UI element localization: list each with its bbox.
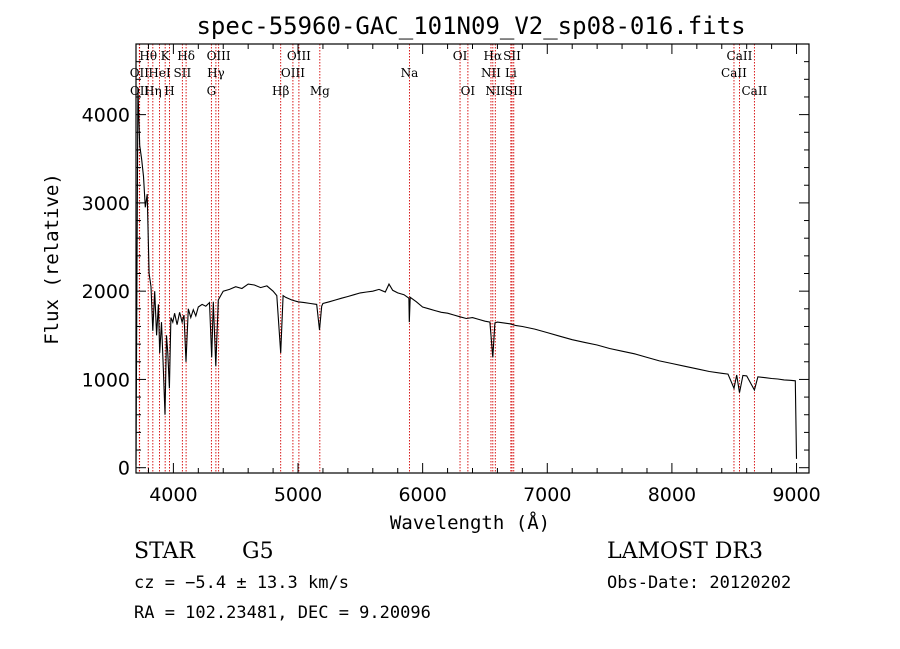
line-label-25: CaII (721, 66, 747, 80)
redshift-velocity: cz = −5.4 ± 13.3 km/s (134, 573, 349, 593)
line-label-13: OIII (281, 66, 305, 80)
line-label-17: OI (453, 49, 468, 63)
y-tick-label: 1000 (82, 369, 130, 391)
x-axis-label: Wavelength (Å) (390, 511, 550, 534)
axis-ticks: 4000 5000 6000 7000 8000 9000 0 1000 2000 3000 400… (82, 44, 821, 506)
x-tick-label: 8000 (648, 484, 696, 506)
x-tick-label: 6000 (398, 484, 446, 506)
line-label-6: H (164, 84, 174, 98)
line-label-20: Hα (484, 49, 503, 63)
spectral-line-labels: OIIOIIHθHηHeIKHSIIHδGOIIIHγHβOIIIOIIIMgN… (130, 49, 768, 98)
line-label-22: Li (505, 66, 517, 80)
line-label-9: G (207, 84, 217, 98)
y-tick-label: 2000 (82, 281, 130, 303)
y-tick-label: 3000 (82, 193, 130, 215)
chart-title: spec-55960-GAC_101N09_V2_sp08-016.fits (196, 12, 745, 40)
line-label-3: Hη (144, 84, 162, 98)
line-label-15: Mg (310, 84, 330, 98)
x-tick-label: 4000 (149, 484, 197, 506)
line-label-27: CaII (741, 84, 767, 98)
line-label-12: Hβ (272, 84, 289, 98)
object-subclass: G5 (242, 539, 274, 564)
survey-name: LAMOST DR3 (607, 539, 763, 564)
line-label-8: Hδ (177, 49, 195, 63)
plot-frame (135, 43, 810, 474)
line-label-11: Hγ (207, 66, 225, 80)
coordinates: RA = 102.23481, DEC = 9.20096 (134, 603, 431, 623)
y-tick-label: 0 (118, 458, 130, 480)
observation-date: Obs-Date: 20120202 (607, 573, 792, 593)
line-label-0: OII (130, 66, 150, 80)
y-tick-label: 4000 (82, 105, 130, 127)
object-class: STAR (134, 539, 195, 564)
spectrum-line (135, 88, 798, 466)
line-label-24: SII (505, 84, 523, 98)
spectral-line-markers (138, 44, 755, 473)
line-label-23: SII (503, 49, 521, 63)
line-label-14: OIII (287, 49, 311, 63)
line-label-26: CaII (727, 49, 753, 63)
x-tick-label: 9000 (772, 484, 820, 506)
line-label-16: Na (401, 66, 419, 80)
x-tick-label: 7000 (523, 484, 571, 506)
line-label-5: K (161, 49, 171, 63)
line-label-21: NII (485, 84, 505, 98)
line-label-7: SII (174, 66, 192, 80)
line-label-2: Hθ (139, 49, 157, 63)
line-label-19: NII (481, 66, 501, 80)
y-axis-label: Flux (relative) (41, 173, 63, 345)
x-tick-label: 5000 (274, 484, 322, 506)
line-label-4: HeI (148, 66, 171, 80)
line-label-10: OIII (207, 49, 231, 63)
line-label-18: OI (461, 84, 476, 98)
line-label-1: OII (130, 84, 150, 98)
